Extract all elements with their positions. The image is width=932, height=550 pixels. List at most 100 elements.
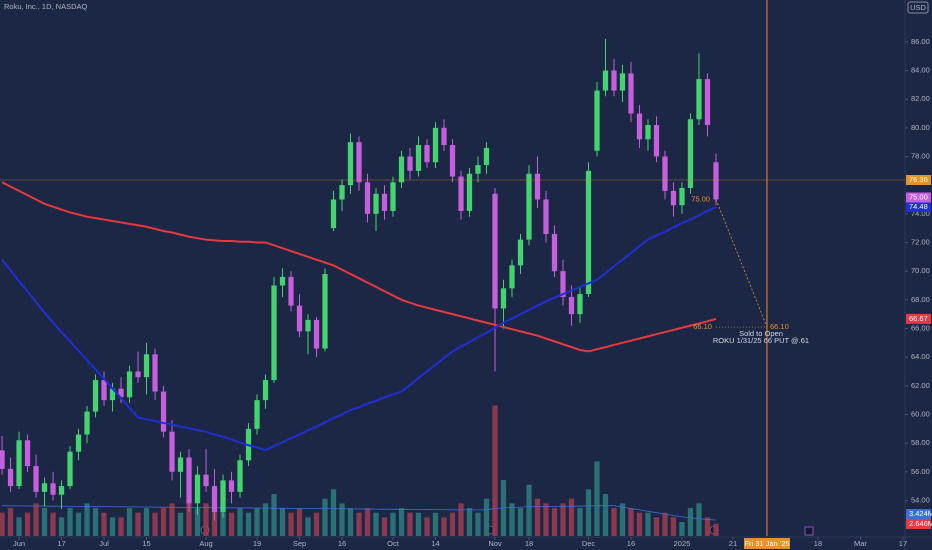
y-tick-label: 84.00 (911, 65, 930, 74)
volume-bar (449, 512, 456, 536)
volume-bar (356, 512, 362, 536)
candle-body (237, 460, 243, 492)
candle-body (330, 199, 337, 229)
candle-body (585, 170, 592, 295)
x-tick-label: 16 (338, 539, 346, 548)
volume-bar (118, 517, 124, 536)
candle-body (713, 162, 719, 200)
candle-body (194, 474, 201, 504)
volume-bar (526, 484, 532, 536)
x-tick-label: 19 (253, 539, 261, 548)
price-tag-label: 3.424M (909, 509, 932, 518)
x-tick-label: Sep (293, 539, 306, 548)
x-tick-label: 17 (57, 539, 65, 548)
candle-body (679, 188, 685, 206)
candle-body (662, 156, 668, 191)
price-tag (906, 192, 931, 203)
volume-bar (262, 503, 269, 536)
volume-bar (551, 508, 558, 536)
price-tag-label: 75.00 (909, 192, 928, 201)
x-tick-label: 18 (814, 539, 822, 548)
candle-body (220, 480, 226, 512)
y-tick-label: 64.00 (911, 352, 930, 361)
projection-line (715, 199, 768, 328)
candle-body (364, 182, 371, 214)
currency: USD (910, 3, 926, 12)
strike-label: 66.10 (693, 322, 712, 331)
volume-bar (245, 512, 252, 536)
volume-bar (143, 508, 150, 536)
candle-body (704, 79, 711, 125)
volume-bar (458, 503, 464, 536)
price-tag (906, 313, 931, 324)
candle-body (483, 147, 490, 166)
earnings-marker[interactable] (804, 526, 814, 536)
volume-bar (594, 461, 600, 536)
volume-bar (585, 489, 592, 536)
volume-bar (7, 508, 14, 536)
candle-body (645, 124, 651, 140)
candle-body (262, 380, 269, 401)
candle-body (373, 193, 379, 214)
candle-body (594, 90, 600, 151)
candle-body (169, 431, 175, 472)
candle-body (441, 127, 447, 146)
volume-bar (84, 503, 90, 536)
y-tick-label: 72.00 (911, 237, 930, 246)
volume-bar (568, 498, 575, 536)
volume-bar (160, 508, 167, 536)
volume-bar (432, 512, 439, 536)
volume-bar (483, 498, 490, 536)
volume-bar (67, 508, 73, 536)
volume-bar (177, 512, 184, 536)
volume-bar (58, 517, 65, 536)
volume-bar (92, 508, 99, 536)
candle-body (322, 274, 328, 349)
volume-bar (509, 503, 515, 536)
volume-bar (679, 522, 685, 536)
candle-body (67, 451, 73, 487)
candle-body (211, 486, 218, 512)
x-tick-label: 21 (729, 539, 737, 548)
volume-bar (407, 512, 413, 536)
candle-body (296, 305, 303, 332)
volume-bar (628, 508, 634, 536)
volume-bar (203, 503, 209, 536)
candle-body (152, 354, 158, 392)
currency-box[interactable] (907, 1, 929, 14)
price-tag (906, 201, 931, 212)
candle-body (313, 319, 320, 349)
strike-label: 66.10 (770, 322, 789, 331)
price-tag (906, 175, 931, 186)
y-tick-label: 68.00 (911, 295, 930, 304)
y-tick-label: 60.00 (911, 409, 930, 418)
price-tag-label: 74.48 (909, 202, 928, 211)
candle-body (526, 173, 532, 240)
volume-bar (415, 512, 422, 536)
candle-body (577, 294, 583, 315)
candle-body (475, 165, 481, 174)
x-tick-label: Nov (488, 539, 502, 548)
candle-body (75, 434, 82, 452)
y-tick-label: 70.00 (911, 266, 930, 275)
candle-body (92, 380, 99, 412)
volume-bar (169, 503, 175, 536)
volume-bar (220, 508, 226, 536)
candle-body (509, 265, 515, 289)
volume-bar (24, 512, 31, 536)
y-tick-label: 58.00 (911, 438, 930, 447)
candle-body (126, 371, 133, 398)
volume-bar (254, 508, 260, 536)
candle-body (288, 276, 294, 306)
candle-body (560, 271, 566, 297)
volume-bar (50, 512, 56, 536)
moving-average (1, 181, 717, 353)
moving-average (1, 206, 717, 452)
volume-bar (339, 503, 345, 536)
x-tick-label: Dec (582, 539, 596, 548)
x-tick-label: Oct (387, 539, 400, 548)
volume-bar (602, 494, 609, 536)
price-tag-label: 66.67 (909, 314, 928, 323)
